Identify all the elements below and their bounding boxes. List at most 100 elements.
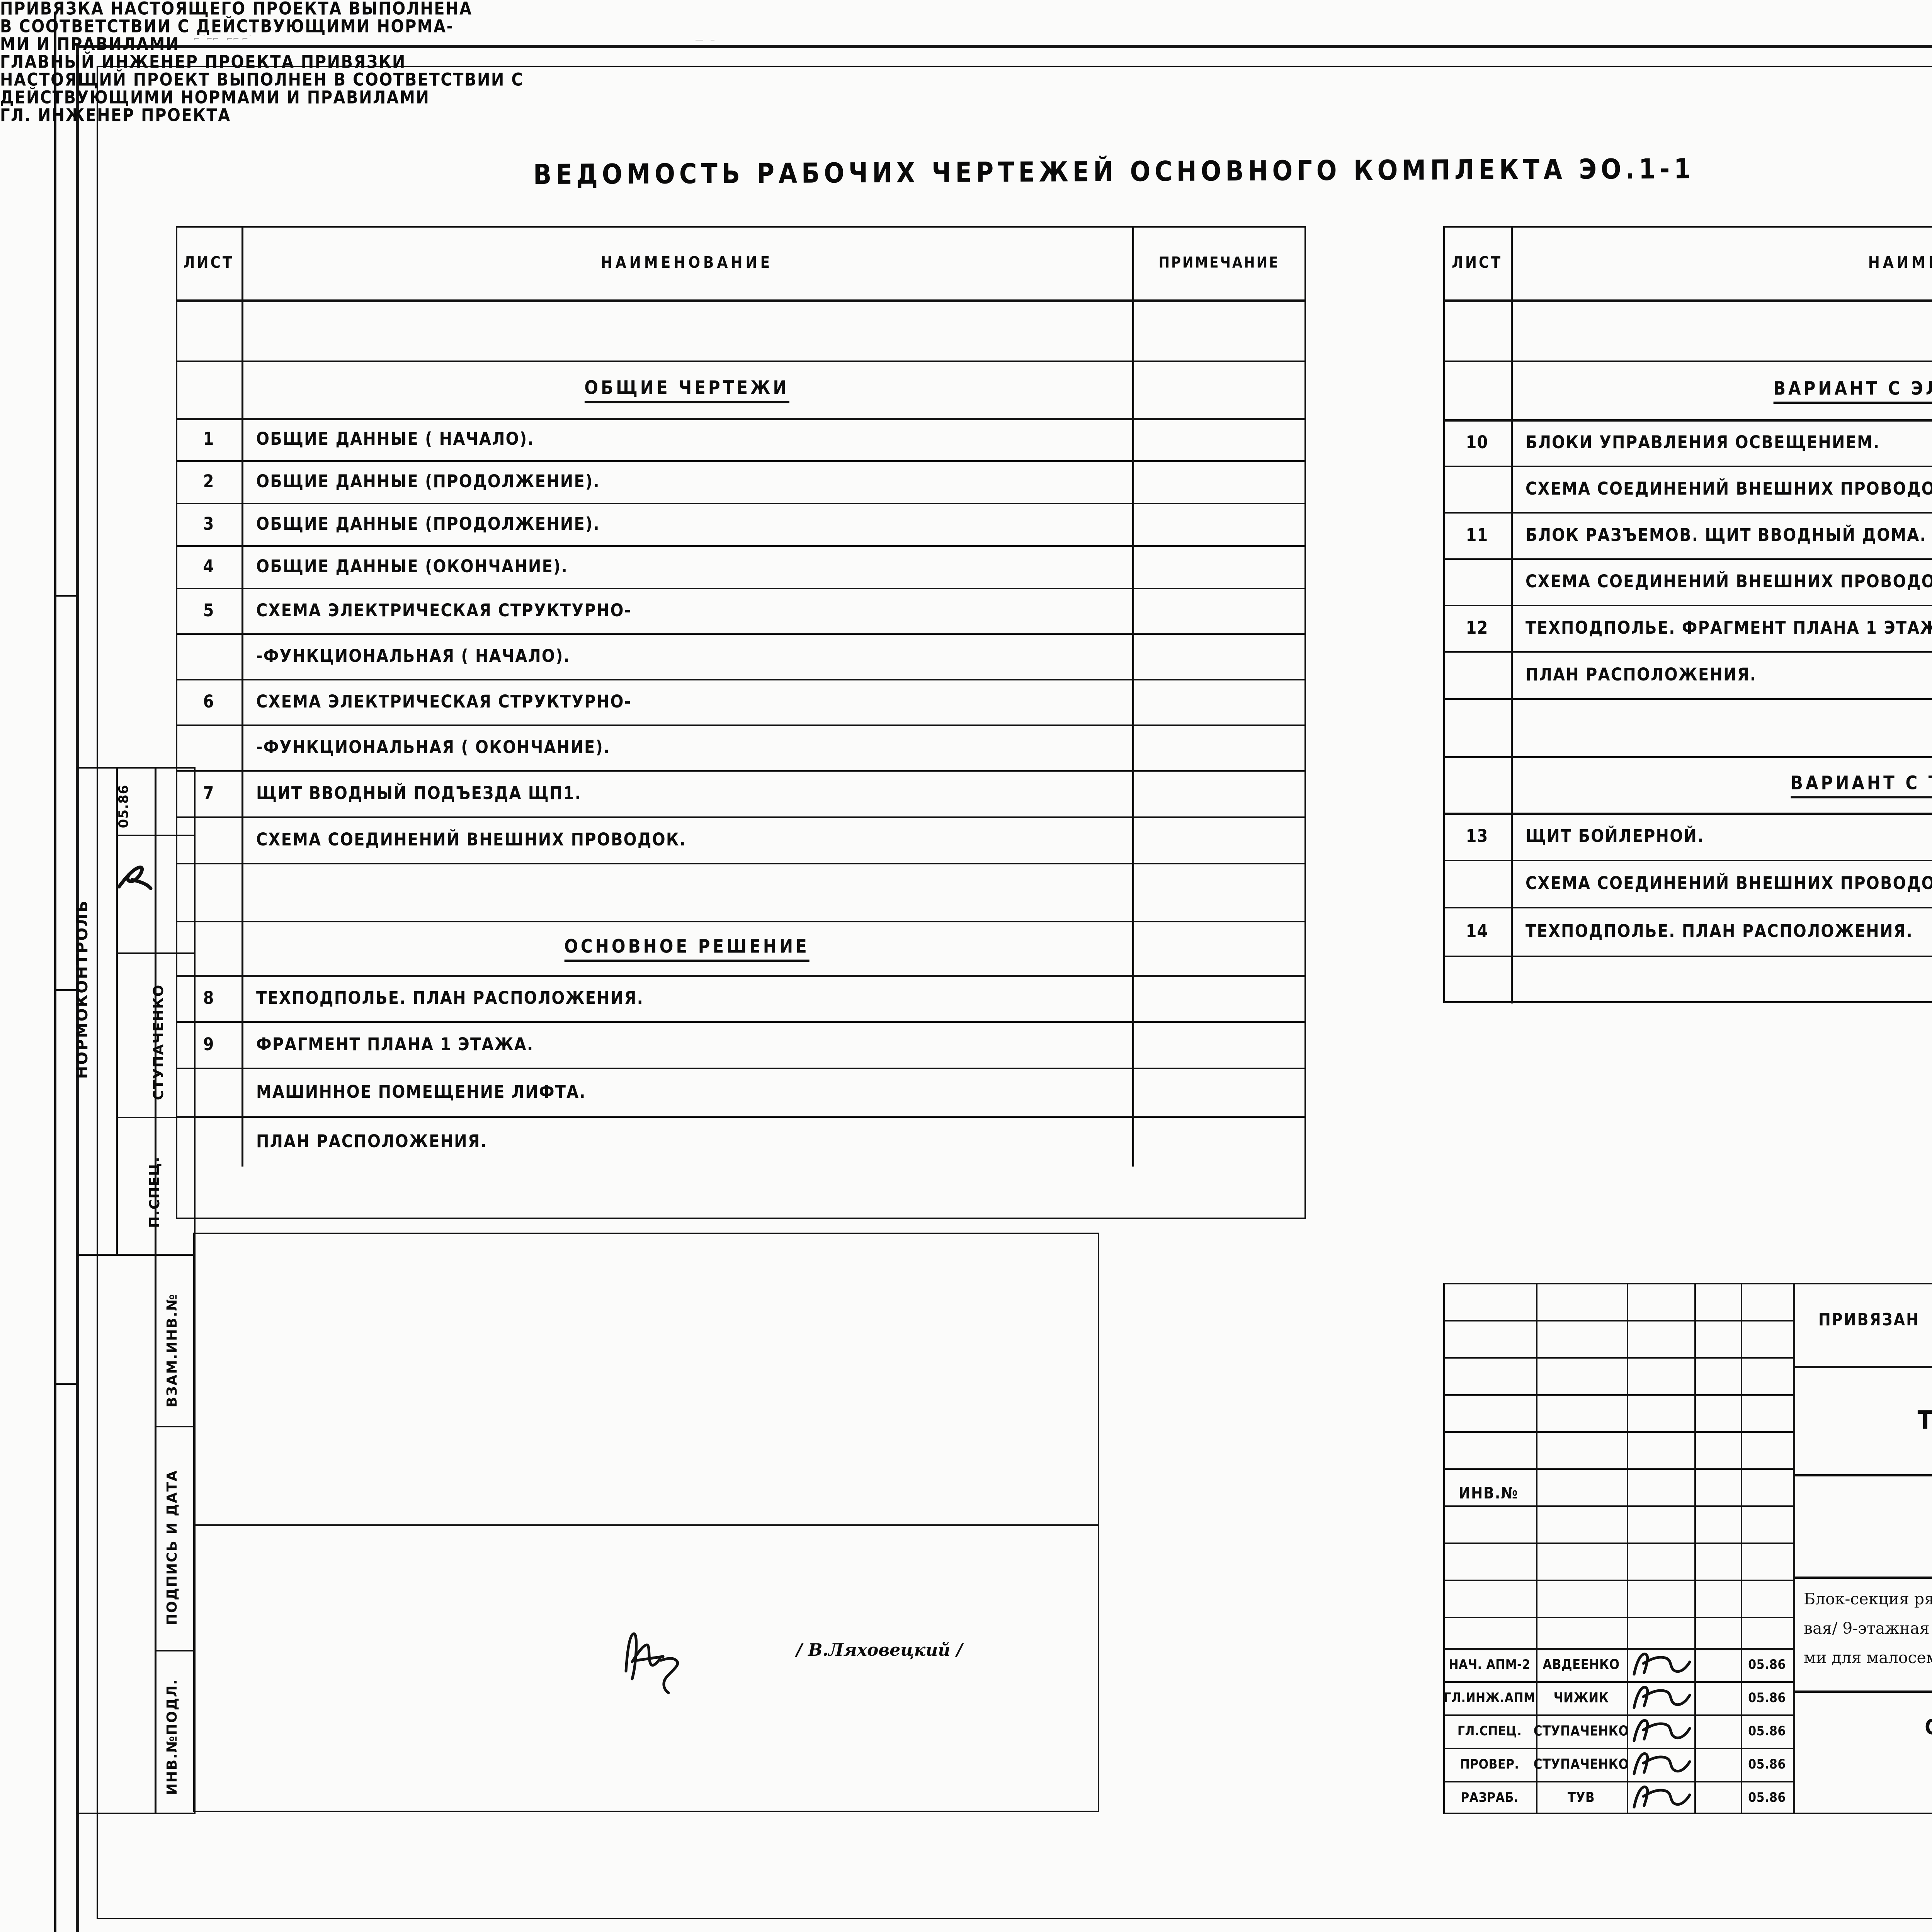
title-block-section-line-1: Блок-секция рядовая/торце- xyxy=(1804,1590,1932,1608)
title-block-sig-name-3: СТУПАЧЕНКО xyxy=(1533,1756,1629,1772)
left-table-row-rule xyxy=(176,863,1306,864)
right-table-row-4-sheet: 11 xyxy=(1466,525,1488,546)
title-block-rev-rule-0 xyxy=(1443,1320,1793,1321)
side-stamp-row xyxy=(116,1117,196,1118)
side-label-vzam-inv: ВЗАМ.ИНВ.№ xyxy=(164,1293,180,1408)
left-table-row-8-sheet: 6 xyxy=(203,691,214,712)
right-table-row-rule xyxy=(1443,907,1932,908)
left-table-row-17-name: ПЛАН РАСПОЛОЖЕНИЯ. xyxy=(256,1131,488,1152)
sheet-outer-frame xyxy=(54,12,1932,1932)
left-table-header-note: ПРИМЕЧАНИЕ xyxy=(1158,254,1280,272)
side-stamp xyxy=(76,767,196,1814)
right-table-row-rule xyxy=(1443,813,1932,815)
note-lower-name: / В.Ляховецкий / xyxy=(796,1640,963,1660)
title-block-sig-rule-3 xyxy=(1443,1748,1793,1749)
left-table-row-5-name: ОБЩИЕ ДАННЫЕ (ОКОНЧАНИЕ). xyxy=(256,556,568,577)
title-block-rev-rule-6 xyxy=(1443,1543,1793,1544)
side-stamp-col xyxy=(116,767,118,1254)
left-table-row-10-sheet: 7 xyxy=(203,783,214,804)
left-table-row-4-name: ОБЩИЕ ДАННЫЕ (ПРОДОЛЖЕНИЕ). xyxy=(256,514,600,534)
left-table-col-sep-sheet xyxy=(242,226,243,1167)
title-block-sig-date-1: 05.86 xyxy=(1748,1690,1786,1706)
title-block-sig-scrawl-3 xyxy=(1629,1750,1692,1779)
title-block-main-split xyxy=(1793,1283,1795,1814)
left-table-row-6-name: СХЕМА ЭЛЕКТРИЧЕСКАЯ СТРУКТУРНО- xyxy=(256,600,632,621)
left-table-row-rule xyxy=(176,418,1306,420)
left-table-row-rule xyxy=(176,361,1306,362)
left-table-row-rule xyxy=(176,770,1306,772)
left-table-row-3-sheet: 2 xyxy=(203,471,214,492)
title-block-rev-col-0 xyxy=(1536,1283,1537,1814)
right-table-row-11-name: СХЕМА СОЕДИНЕНИЙ ВНЕШНИХ ПРОВОДОК. xyxy=(1526,873,1932,894)
left-table-row-14-sheet: 8 xyxy=(203,988,214,1009)
left-table-row-rule xyxy=(176,921,1306,922)
right-table-row-10-sheet: 13 xyxy=(1466,826,1488,847)
left-table-header-sheet: ЛИСТ xyxy=(183,253,234,272)
right-table-row-1-section: ВАРИАНТ С ЭЛЕКТРОЩИТОВОЙ xyxy=(1773,378,1932,404)
side-stamp-row xyxy=(155,1650,196,1651)
right-table-row-10-name: ЩИТ БОЙЛЕРНОЙ. xyxy=(1526,826,1704,847)
title-block-sig-rule-1 xyxy=(1443,1681,1793,1683)
title-block-rev-col-3 xyxy=(1741,1283,1742,1814)
side-stamp-row xyxy=(116,952,196,954)
left-table-row-7-name: -ФУНКЦИОНАЛЬНАЯ ( НАЧАЛО). xyxy=(256,646,571,667)
right-table-row-rule xyxy=(1443,419,1932,422)
left-table-row-2-name: ОБЩИЕ ДАННЫЕ ( НАЧАЛО). xyxy=(256,429,534,449)
frame-tick xyxy=(54,595,77,597)
title-block-sig-role-4: РАЗРАБ. xyxy=(1461,1790,1519,1805)
side-stamp-row xyxy=(155,1426,196,1427)
side-label-role: П.СПЕЦ. xyxy=(147,1156,163,1228)
right-table-header-rule xyxy=(1443,299,1932,302)
notes-block xyxy=(193,1233,1099,1812)
title-block-doc-title-1: ОБЩИЕ ДАННЫЕ xyxy=(1925,1715,1932,1740)
title-block-sig-top-rule xyxy=(1443,1648,1793,1650)
title-block-sig-scrawl-4 xyxy=(1629,1783,1692,1813)
right-table-row-rule xyxy=(1443,756,1932,758)
side-stamp-row xyxy=(116,835,196,836)
right-table-row-6-sheet: 12 xyxy=(1466,617,1488,638)
title-block-sig-date-3: 05.86 xyxy=(1748,1757,1786,1772)
title-block-sig-role-2: ГЛ.СПЕЦ. xyxy=(1457,1723,1522,1739)
title-block-sig-name-0: АВДЕЕНКО xyxy=(1543,1656,1620,1673)
title-block-project-code: Т. П. 87-0150. 87 xyxy=(1918,1405,1932,1435)
title-block-sig-scrawl-0 xyxy=(1629,1650,1692,1680)
left-table-row-rule xyxy=(176,816,1306,818)
title-block-rev-col-1 xyxy=(1627,1283,1628,1814)
title-block-rev-rule-4 xyxy=(1443,1468,1793,1470)
left-sheet-table xyxy=(176,226,1306,1219)
left-table-row-3-name: ОБЩИЕ ДАННЫЕ (ПРОДОЛЖЕНИЕ). xyxy=(256,471,600,492)
title-block-section-line-2: вая/ 9-этажная с квартира- xyxy=(1804,1619,1932,1638)
right-table-row-5-name: СХЕМА СОЕДИНЕНИЙ ВНЕШНИХ ПРОВОДОК. xyxy=(1526,571,1932,592)
title-block-sig-name-1: ЧИЖИК xyxy=(1553,1690,1609,1706)
right-table-header-name: НАИМЕНОВАНИЕ xyxy=(1868,253,1932,272)
title-block-rev-col-2 xyxy=(1694,1283,1696,1814)
left-table-header-rule xyxy=(176,299,1306,302)
title-block-sig-role-1: ГЛ.ИНЖ.АПМ xyxy=(1444,1690,1536,1706)
note-lower-line-1: НАСТОЯЩИЙ ПРОЕКТ ВЫПОЛНЕН В СООТВЕТСТВИИ… xyxy=(0,70,524,90)
title-block-sig-rule-2 xyxy=(1443,1714,1793,1716)
right-table-row-12-name: ТЕХПОДПОЛЬЕ. ПЛАН РАСПОЛОЖЕНИЯ. xyxy=(1526,921,1913,942)
left-table-row-rule xyxy=(176,460,1306,462)
right-table-row-rule xyxy=(1443,651,1932,653)
note-upper-line-2: В СООТВЕТСТВИИ С ДЕЙСТВУЮЩИМИ НОРМА- xyxy=(0,17,454,37)
left-table-row-11-name: СХЕМА СОЕДИНЕНИЙ ВНЕШНИХ ПРОВОДОК. xyxy=(256,829,687,850)
left-table-row-2-sheet: 1 xyxy=(203,429,214,449)
side-signature-scrawl xyxy=(112,856,158,902)
title-block-rev-rule-1 xyxy=(1443,1357,1793,1359)
title-block-inv-no: ИНВ.№ xyxy=(1459,1484,1519,1503)
title-block-sig-date-0: 05.86 xyxy=(1748,1657,1786,1672)
right-table-row-2-sheet: 10 xyxy=(1466,432,1488,453)
title-block-sig-scrawl-1 xyxy=(1629,1684,1692,1713)
left-table-row-rule xyxy=(176,545,1306,547)
sheet-main-frame xyxy=(76,45,1932,1932)
title-block-rev-rule-7 xyxy=(1443,1580,1793,1581)
page-title: ВЕДОМОСТЬ РАБОЧИХ ЧЕРТЕЖЕЙ ОСНОВНОГО КОМ… xyxy=(533,152,1695,191)
right-table-row-rule xyxy=(1443,466,1932,467)
left-table-row-8-name: СХЕМА ЭЛЕКТРИЧЕСКАЯ СТРУКТУРНО- xyxy=(256,691,632,712)
title-block-sig-date-4: 05.86 xyxy=(1748,1790,1786,1805)
frame-tick xyxy=(54,1383,77,1385)
title-block-sig-scrawl-2 xyxy=(1629,1717,1692,1746)
side-label-normokontrol: НОРМОКОНТРОЛЬ xyxy=(73,899,91,1079)
title-block-sig-role-3: ПРОВЕР. xyxy=(1460,1757,1519,1772)
